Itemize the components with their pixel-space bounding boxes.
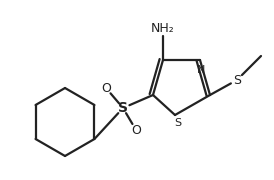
- Text: S: S: [233, 73, 241, 87]
- Text: O: O: [101, 82, 111, 94]
- Text: S: S: [118, 101, 128, 115]
- Text: O: O: [131, 123, 141, 136]
- Text: NH₂: NH₂: [151, 21, 175, 35]
- Text: N: N: [197, 64, 205, 75]
- Text: S: S: [175, 118, 182, 128]
